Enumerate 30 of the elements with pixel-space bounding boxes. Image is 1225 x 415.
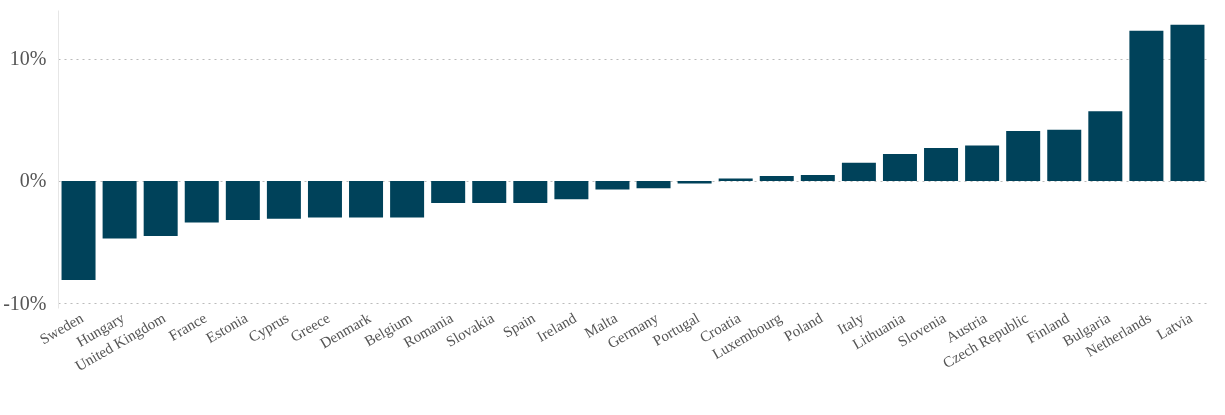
bar	[349, 180, 384, 218]
bar	[1047, 129, 1082, 181]
bar	[636, 180, 671, 189]
bar	[472, 180, 507, 203]
x-tick-label: Latvia	[1153, 309, 1196, 343]
bar	[61, 180, 96, 280]
bar	[307, 180, 342, 218]
bar	[841, 162, 876, 181]
bar	[800, 174, 835, 181]
bar	[102, 180, 137, 239]
bar	[1006, 130, 1041, 181]
bar	[184, 180, 219, 223]
bar	[143, 180, 178, 236]
bar	[965, 145, 1000, 181]
bar	[266, 180, 301, 219]
y-tick-label: 10%	[9, 47, 47, 70]
bar	[390, 180, 425, 218]
bar	[1170, 24, 1205, 181]
bar	[513, 180, 548, 203]
bar	[924, 148, 959, 181]
bar	[225, 180, 260, 221]
y-tick-label: -10%	[3, 291, 47, 314]
bar	[1129, 30, 1164, 181]
bar	[1088, 111, 1123, 181]
bar	[759, 176, 794, 181]
bar	[595, 180, 630, 190]
bar	[882, 154, 917, 181]
bar	[554, 180, 589, 200]
bar	[431, 180, 466, 203]
y-tick-label: 0%	[19, 169, 47, 192]
